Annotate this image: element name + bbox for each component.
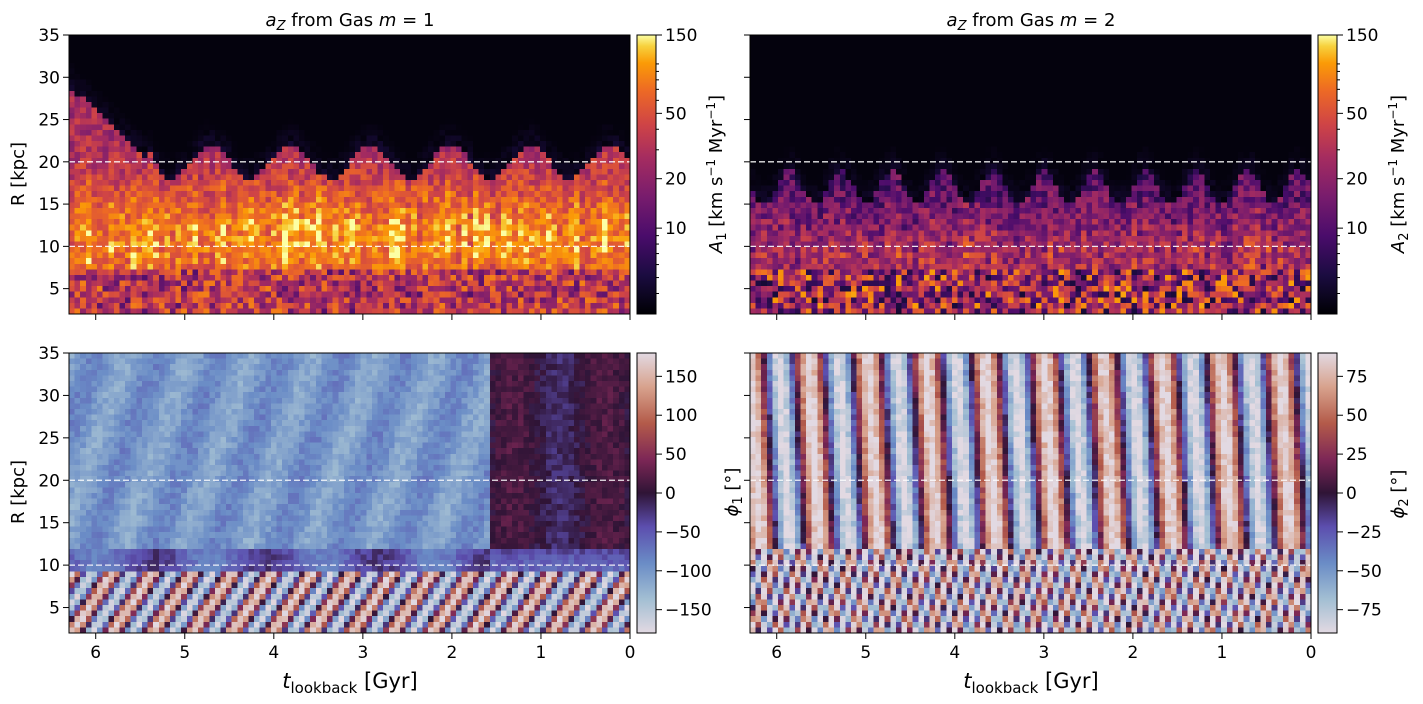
- heatmap-image: [750, 353, 1311, 633]
- x-tick-label: 5: [179, 643, 190, 663]
- heatmap-image: [69, 353, 630, 633]
- colorbar-tick-label: 150: [665, 26, 697, 46]
- y-tick-label: 20: [38, 471, 60, 491]
- x-tick-label: 6: [90, 643, 101, 663]
- colorbar-tick-label: 50: [665, 104, 687, 124]
- x-tick-label: 4: [268, 643, 279, 663]
- y-tick-label: 5: [49, 280, 60, 300]
- colorbar: [636, 352, 657, 634]
- colorbar-2-label: A2 [km s−1 Myr−1]: [1386, 95, 1412, 254]
- axes-frame: [749, 352, 1312, 634]
- x-tick-label: 3: [1038, 643, 1049, 663]
- colorbar: [1317, 352, 1338, 634]
- colorbar-tick-label: 10: [1346, 219, 1368, 239]
- x-tick-label: 6: [771, 643, 782, 663]
- colorbar: [1317, 34, 1338, 315]
- x-tick-label: 2: [446, 643, 457, 663]
- x-tick-label: 3: [357, 643, 368, 663]
- heatmap-image: [750, 35, 1311, 314]
- colorbar-tick-label: −50: [665, 523, 701, 543]
- heatmap-panel-amplitude-m2: 10 20 50 150: [744, 26, 1378, 320]
- colorbar-tick-label: −100: [665, 562, 712, 582]
- x-tick-label: 4: [949, 643, 960, 663]
- colorbar: [636, 34, 657, 315]
- colorbar-tick-label: 20: [1346, 170, 1368, 190]
- axes-frame: [68, 352, 631, 634]
- x-tick-label: 2: [1127, 643, 1138, 663]
- colorbar-tick-label: −150: [665, 601, 712, 621]
- y-tick-label: 35: [38, 344, 60, 364]
- axes-frame: [749, 34, 1312, 315]
- colorbar-tick-label: −50: [1346, 562, 1382, 582]
- x-tick-label: 0: [1306, 643, 1317, 663]
- colorbar-tick-label: 25: [1346, 445, 1368, 465]
- colorbar-tick-label: 50: [1346, 406, 1368, 426]
- x-tick-label: 1: [536, 643, 547, 663]
- colorbar-tick-label: 50: [665, 445, 687, 465]
- y-tick-label: 20: [38, 153, 60, 173]
- y-tick-label: 30: [38, 386, 60, 406]
- heatmap-panel-amplitude-m1: 5 10 15 20 25 30 35 10 20 50 150: [38, 26, 697, 320]
- y-tick-label: 10: [38, 237, 60, 257]
- colorbar-1-label: A1 [km s−1 Myr−1]: [704, 95, 730, 254]
- colorbar-tick-label: −25: [1346, 523, 1382, 543]
- colorbar-4-label: ϕ2 [°]: [1388, 470, 1412, 519]
- colorbar-tick-label: 50: [1346, 104, 1368, 124]
- panel-2-title: aZ from Gas m = 2: [947, 10, 1116, 34]
- colorbar-tick-label: 150: [1346, 26, 1378, 46]
- panel-1-title: aZ from Gas m = 1: [266, 10, 435, 34]
- colorbar-tick-label: 0: [665, 484, 676, 504]
- x-tick-label: 1: [1217, 643, 1228, 663]
- y-tick-label: 15: [38, 514, 60, 534]
- panel-3-xlabel: tlookback [Gyr]: [282, 669, 418, 697]
- heatmap-panel-phase-m2: 6 5 4 3 2 1 0 −75 −50 −25 0 25 50 75: [744, 352, 1382, 663]
- x-tick-label: 0: [625, 643, 636, 663]
- y-tick-label: 15: [38, 195, 60, 215]
- colorbar-tick-label: 150: [665, 367, 697, 387]
- y-tick-label: 10: [38, 556, 60, 576]
- x-tick-label: 5: [860, 643, 871, 663]
- y-tick-label: 25: [38, 429, 60, 449]
- colorbar-tick-label: 100: [665, 406, 697, 426]
- colorbar-tick-label: 75: [1346, 367, 1368, 387]
- axes-frame: [68, 34, 631, 315]
- colorbar-tick-label: 10: [665, 219, 687, 239]
- colorbar-tick-label: 0: [1346, 484, 1357, 504]
- y-tick-label: 25: [38, 111, 60, 131]
- colorbar-tick-label: 20: [665, 170, 687, 190]
- colorbar-tick-label: −75: [1346, 601, 1382, 621]
- y-tick-label: 35: [38, 26, 60, 46]
- panel-3-ylabel: R [kpc]: [8, 460, 29, 524]
- y-tick-label: 30: [38, 68, 60, 88]
- heatmap-image: [69, 35, 630, 314]
- panel-1-ylabel: R [kpc]: [8, 142, 29, 206]
- middle-phi1-label: ϕ1 [°]: [722, 468, 746, 517]
- panel-4-xlabel: tlookback [Gyr]: [963, 669, 1099, 697]
- y-tick-label: 5: [49, 599, 60, 619]
